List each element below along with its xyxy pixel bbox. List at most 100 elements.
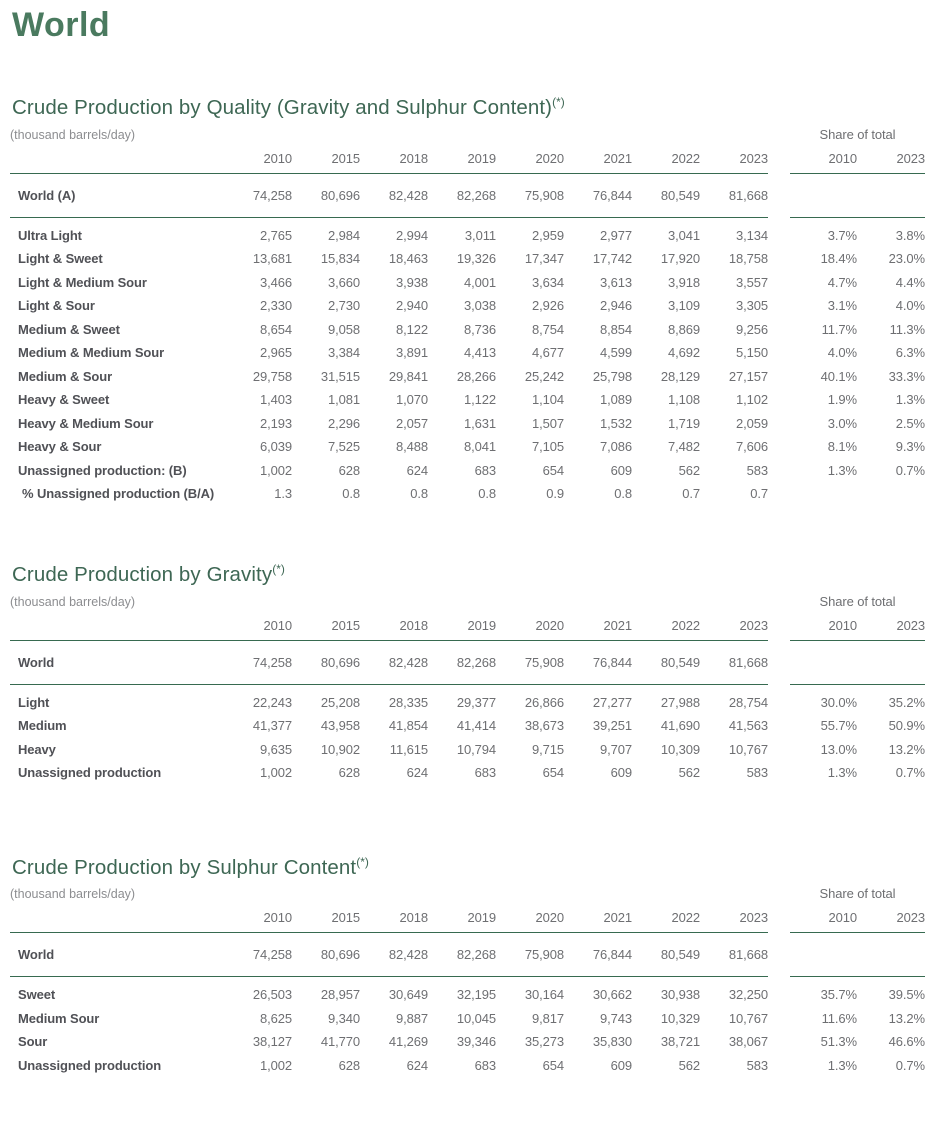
value-cell: 2,330 — [259, 298, 292, 314]
section-title: Crude Production by Gravity(*) — [12, 562, 933, 587]
year-header: 2010 — [263, 617, 292, 633]
row-label: Light & Medium Sour — [18, 274, 147, 290]
table-rule — [790, 216, 925, 219]
share-cell: 13.2% — [888, 1010, 925, 1026]
year-header: 2010 — [263, 150, 292, 166]
value-cell: 30,164 — [524, 987, 564, 1003]
table-rule-row — [10, 639, 925, 642]
value-cell: 2,193 — [259, 415, 292, 431]
share-of-total-label: Share of total — [819, 126, 896, 142]
value-cell: 9,256 — [735, 321, 768, 337]
value-cell: 1,002 — [259, 462, 292, 478]
value-cell: 1,089 — [599, 392, 632, 408]
value-cell: 13,681 — [252, 251, 292, 267]
value-cell: 628 — [338, 462, 360, 478]
table-rule-row — [10, 932, 925, 934]
year-header: 2018 — [399, 910, 428, 926]
table-row: Ultra Light 2,765 2,984 2,994 3,011 2,959 2,97… — [10, 224, 925, 248]
year-header: 2020 — [535, 150, 564, 166]
value-cell: 17,742 — [592, 251, 632, 267]
section-quality: Crude Production by Quality (Gravity and… — [0, 95, 933, 506]
value-cell: 26,503 — [252, 987, 292, 1003]
table-row: Unassigned production 1,002 628 624 683 654 60… — [10, 761, 925, 785]
value-cell: 628 — [338, 765, 360, 781]
value-cell: 41,269 — [388, 1034, 428, 1050]
share-cell: 33.3% — [888, 368, 925, 384]
row-label: Unassigned production — [18, 1057, 162, 1073]
value-cell: 82,268 — [456, 654, 496, 670]
section-title-text: Crude Production by Gravity — [12, 562, 273, 586]
share-cell: 40.1% — [820, 368, 857, 384]
year-header: 2019 — [467, 910, 496, 926]
share-cell: 11.7% — [821, 321, 858, 337]
value-cell: 583 — [746, 1057, 768, 1073]
value-cell: 2,940 — [395, 298, 428, 314]
value-cell: 10,767 — [728, 1010, 768, 1026]
year-header: 2021 — [603, 910, 632, 926]
value-cell: 1.3 — [274, 486, 292, 502]
value-cell: 0.8 — [614, 486, 632, 502]
value-cell: 7,086 — [599, 439, 632, 455]
share-cell: 3.1% — [827, 298, 857, 314]
value-cell: 4,599 — [599, 345, 632, 361]
value-cell: 2,984 — [327, 227, 360, 243]
table-rule-row — [10, 216, 925, 219]
value-cell: 80,696 — [320, 947, 360, 963]
year-header: 2015 — [331, 617, 360, 633]
share-cell: 1.3% — [827, 1057, 857, 1073]
share-of-total-label: Share of total — [819, 593, 896, 609]
value-cell: 39,346 — [456, 1034, 496, 1050]
value-cell: 74,258 — [252, 654, 292, 670]
table-row: Heavy 9,635 10,902 11,615 10,794 9,715 9,707 10… — [10, 738, 925, 762]
value-cell: 28,266 — [456, 368, 496, 384]
value-cell: 10,045 — [456, 1010, 496, 1026]
share-cell: 11.3% — [889, 321, 926, 337]
value-cell: 26,866 — [524, 694, 564, 710]
value-cell: 30,649 — [388, 987, 428, 1003]
value-cell: 2,926 — [531, 298, 564, 314]
table-rule — [10, 172, 768, 175]
share-cell: 0.7% — [895, 1057, 925, 1073]
year-header: 2018 — [399, 617, 428, 633]
table-rule — [10, 639, 768, 642]
value-cell: 683 — [474, 1057, 496, 1073]
value-cell: 41,770 — [320, 1034, 360, 1050]
value-cell: 8,122 — [395, 321, 428, 337]
value-cell: 76,844 — [592, 654, 632, 670]
share-cell: 55.7% — [820, 718, 857, 734]
row-label: Sour — [18, 1034, 48, 1050]
value-cell: 28,957 — [320, 987, 360, 1003]
value-cell: 0.8 — [478, 486, 496, 502]
value-cell: 1,081 — [327, 392, 360, 408]
value-cell: 624 — [406, 765, 428, 781]
value-cell: 38,673 — [524, 718, 564, 734]
value-cell: 2,057 — [395, 415, 428, 431]
row-label: Heavy — [18, 741, 56, 757]
value-cell: 75,908 — [524, 654, 564, 670]
share-cell: 50.9% — [888, 718, 925, 734]
share-cell: 13.0% — [820, 741, 857, 757]
value-cell: 41,690 — [660, 718, 700, 734]
value-cell: 82,268 — [456, 947, 496, 963]
share-cell: 2.5% — [895, 415, 925, 431]
value-cell: 10,767 — [728, 741, 768, 757]
year-header: 2022 — [671, 910, 700, 926]
share-of-total-label: Share of total — [819, 886, 896, 902]
value-cell: 562 — [678, 462, 700, 478]
value-cell: 17,920 — [660, 251, 700, 267]
value-cell: 30,938 — [660, 987, 700, 1003]
value-cell: 9,707 — [599, 741, 632, 757]
value-cell: 9,058 — [327, 321, 360, 337]
value-cell: 29,758 — [252, 368, 292, 384]
year-header: 2022 — [671, 150, 700, 166]
value-cell: 38,721 — [660, 1034, 700, 1050]
value-cell: 3,038 — [463, 298, 496, 314]
share-year-header: 2023 — [896, 910, 925, 926]
value-cell: 35,830 — [592, 1034, 632, 1050]
table-meta-row: (thousand barrels/day) Share of total — [10, 127, 925, 142]
share-cell: 0.7% — [895, 462, 925, 478]
share-cell: 23.0% — [888, 251, 925, 267]
production-table-quality: (thousand barrels/day) Share of total 2010… — [10, 127, 925, 506]
table-rule-row — [10, 172, 925, 175]
value-cell: 39,251 — [592, 718, 632, 734]
